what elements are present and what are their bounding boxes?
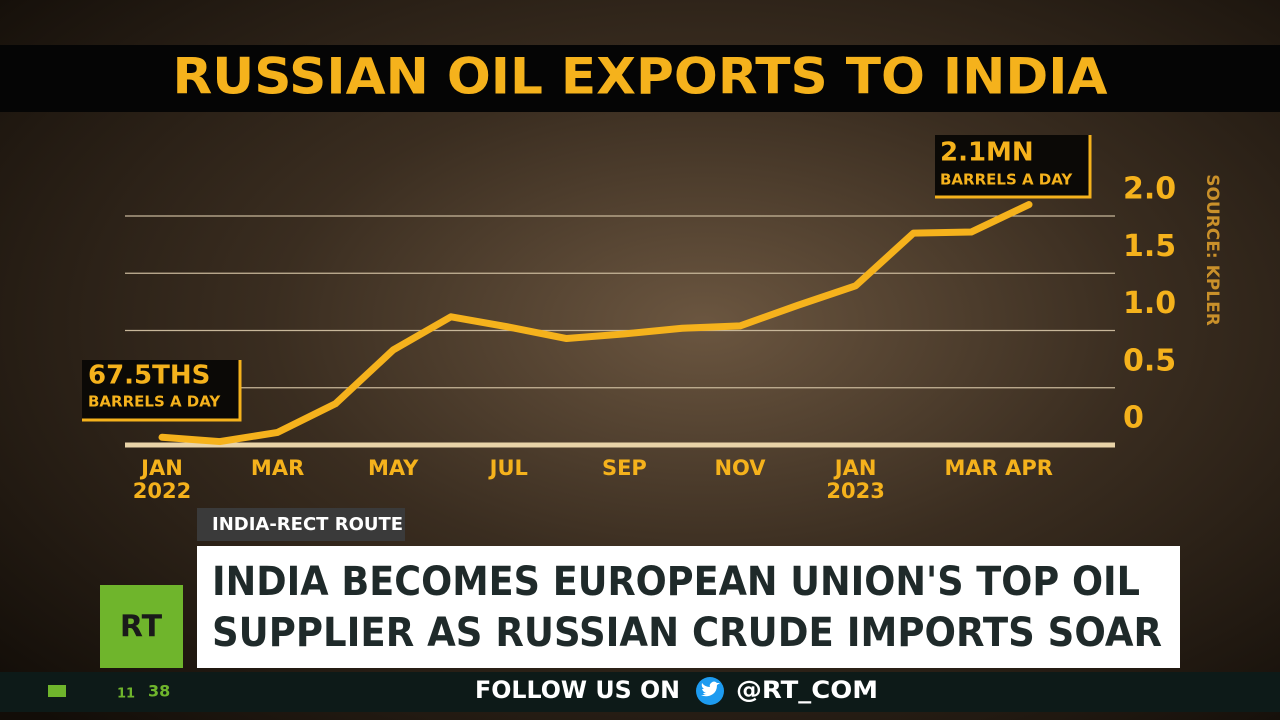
x-tick-label: MAR <box>945 456 998 480</box>
chart-title: RUSSIAN OIL EXPORTS TO INDIA <box>173 48 1108 106</box>
x-tick-label: SEP <box>602 456 647 480</box>
annotation-border <box>82 360 242 422</box>
headline-box <box>197 546 1180 668</box>
y-tick-label: 1.5 <box>1123 229 1176 264</box>
x-tick-label: MAR <box>251 456 304 480</box>
follow-text: FOLLOW US ON <box>475 676 680 704</box>
y-tick-label: 1.0 <box>1123 286 1176 321</box>
clock-hour: 11 <box>117 687 135 702</box>
tag-box <box>197 508 405 541</box>
title-bar <box>0 45 1280 112</box>
x-tick-label: APR <box>1005 456 1053 480</box>
headline: SUPPLIER AS RUSSIAN CRUDE IMPORTS SOAR <box>212 610 1162 656</box>
annotation-box <box>82 360 240 420</box>
annotation-unit: BARRELS A DAY <box>940 171 1073 189</box>
handle: @RT_COM <box>736 676 878 704</box>
headline: INDIA BECOMES EUROPEAN UNION'S TOP OIL <box>212 559 1140 605</box>
data-line <box>158 201 1033 446</box>
x-tick-label: JAN 2023 <box>826 456 884 503</box>
source-note: SOURCE: KPLER <box>1202 174 1222 326</box>
tag: INDIA-RECT ROUTE <box>212 514 403 535</box>
x-tick-label: MAY <box>368 456 419 480</box>
clock-minute: 38 <box>148 682 170 701</box>
annotation-box <box>935 135 1090 197</box>
annotation-border <box>935 135 1092 199</box>
y-tick-label: 2.0 <box>1123 172 1176 207</box>
y-tick-label: 0.5 <box>1123 343 1176 378</box>
x-tick-label: JAN 2022 <box>133 456 191 503</box>
logo-box <box>100 585 183 668</box>
plot: 0 0.5 1.0 1.5 2.0 JAN 2022 MAR MAY JUL SEP NOV JAN 20… <box>125 172 1176 503</box>
twitter-bird <box>701 681 720 697</box>
logo: RT <box>120 610 163 645</box>
annotation-unit: BARRELS A DAY <box>88 393 221 411</box>
ticker-icon <box>48 685 66 697</box>
annotation-value: 2.1MN <box>940 138 1034 168</box>
annotation-value: 67.5THS <box>88 361 210 391</box>
y-tick-label: 0 <box>1123 401 1144 436</box>
x-tick-label: JUL <box>488 456 528 480</box>
ticker-bar <box>0 672 1280 712</box>
x-tick-label: NOV <box>714 456 766 480</box>
